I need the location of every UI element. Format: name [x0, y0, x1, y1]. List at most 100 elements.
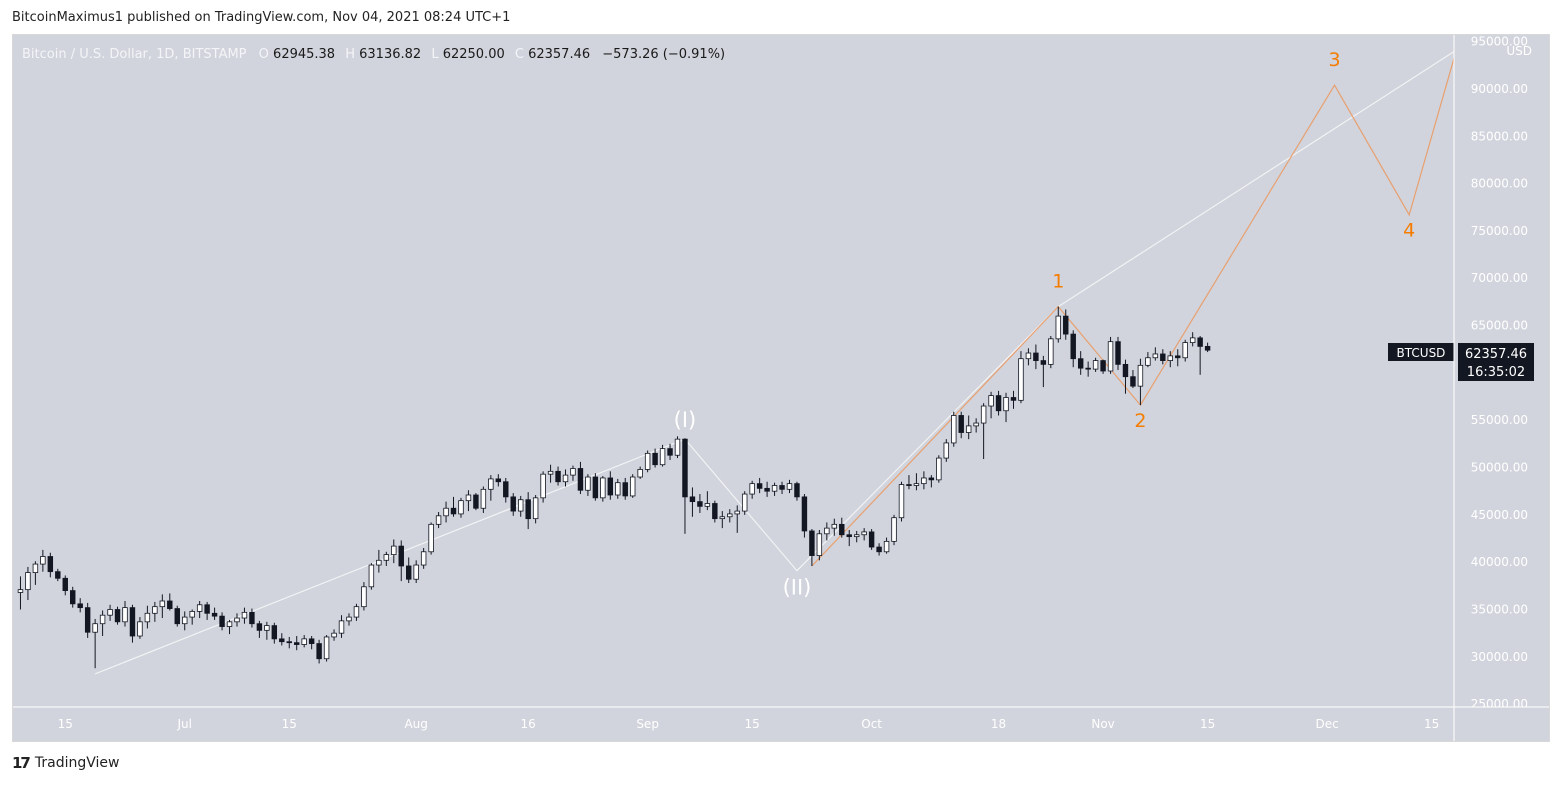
- candle[interactable]: [1122, 359, 1129, 394]
- candle[interactable]: [40, 549, 46, 572]
- candle[interactable]: [480, 486, 487, 513]
- candle[interactable]: [741, 491, 748, 515]
- candle[interactable]: [1175, 349, 1181, 367]
- candle[interactable]: [1100, 359, 1106, 374]
- candle[interactable]: [592, 473, 599, 501]
- candle[interactable]: [853, 530, 860, 543]
- candle[interactable]: [786, 479, 793, 494]
- candle[interactable]: [1204, 342, 1211, 353]
- candle[interactable]: [913, 473, 920, 491]
- candle[interactable]: [241, 607, 248, 624]
- candle[interactable]: [473, 493, 479, 511]
- candle[interactable]: [420, 547, 427, 569]
- candle[interactable]: [174, 605, 180, 627]
- candle[interactable]: [667, 443, 673, 460]
- candle[interactable]: [1197, 335, 1203, 375]
- candle[interactable]: [704, 491, 711, 511]
- candle[interactable]: [1092, 357, 1099, 372]
- candle[interactable]: [1048, 335, 1054, 369]
- candle[interactable]: [682, 438, 688, 534]
- candle[interactable]: [883, 537, 890, 554]
- candle[interactable]: [764, 481, 770, 497]
- candle[interactable]: [323, 635, 330, 662]
- candle[interactable]: [376, 549, 382, 573]
- candle[interactable]: [980, 403, 987, 460]
- candle[interactable]: [189, 609, 195, 625]
- candle[interactable]: [271, 622, 278, 644]
- candle[interactable]: [182, 611, 188, 631]
- candle[interactable]: [779, 481, 785, 495]
- candle[interactable]: [503, 477, 509, 503]
- candle[interactable]: [264, 621, 270, 640]
- candle[interactable]: [398, 540, 404, 582]
- candle[interactable]: [861, 528, 867, 541]
- candle[interactable]: [159, 594, 166, 619]
- tradingview-logo-icon[interactable]: 17: [12, 754, 31, 772]
- candle[interactable]: [719, 511, 726, 529]
- candle[interactable]: [286, 636, 292, 649]
- candle[interactable]: [831, 518, 838, 536]
- candle[interactable]: [129, 604, 136, 643]
- candle[interactable]: [1145, 352, 1151, 368]
- candle[interactable]: [1063, 309, 1069, 340]
- candle[interactable]: [749, 480, 755, 499]
- candle[interactable]: [615, 478, 621, 499]
- candle[interactable]: [1152, 347, 1159, 361]
- candle[interactable]: [338, 615, 345, 638]
- candle[interactable]: [973, 418, 979, 433]
- candle[interactable]: [629, 474, 636, 498]
- candle[interactable]: [846, 530, 852, 547]
- candle[interactable]: [428, 522, 434, 555]
- candle[interactable]: [55, 568, 61, 582]
- candle[interactable]: [114, 606, 121, 625]
- candle[interactable]: [1077, 351, 1084, 375]
- candle[interactable]: [734, 505, 740, 533]
- candle[interactable]: [204, 601, 210, 620]
- candle[interactable]: [1182, 339, 1188, 362]
- candle[interactable]: [756, 477, 763, 494]
- candle[interactable]: [540, 471, 546, 503]
- candle[interactable]: [906, 475, 912, 490]
- candle[interactable]: [1010, 390, 1017, 409]
- wave-line-2[interactable]: [1057, 23, 1499, 308]
- candle[interactable]: [383, 551, 390, 566]
- candle[interactable]: [226, 619, 233, 635]
- candle[interactable]: [622, 477, 628, 500]
- candle[interactable]: [391, 539, 397, 564]
- candle[interactable]: [99, 610, 106, 637]
- candle[interactable]: [346, 613, 352, 626]
- candle[interactable]: [868, 529, 875, 550]
- candle[interactable]: [331, 629, 337, 641]
- candle[interactable]: [697, 494, 703, 513]
- candle[interactable]: [898, 481, 905, 522]
- candle[interactable]: [368, 563, 375, 590]
- candle[interactable]: [279, 633, 285, 646]
- candle[interactable]: [1115, 336, 1121, 371]
- candle[interactable]: [921, 471, 927, 490]
- candle[interactable]: [256, 620, 263, 638]
- candle[interactable]: [25, 566, 31, 601]
- candle[interactable]: [712, 500, 718, 523]
- candle[interactable]: [443, 501, 449, 523]
- candle[interactable]: [1003, 392, 1009, 423]
- candle[interactable]: [70, 586, 76, 608]
- candle[interactable]: [727, 509, 733, 523]
- candle[interactable]: [316, 639, 322, 664]
- candle[interactable]: [167, 593, 173, 611]
- candle[interactable]: [995, 390, 1002, 416]
- candle[interactable]: [1107, 336, 1114, 374]
- candle[interactable]: [450, 496, 457, 517]
- candle[interactable]: [144, 605, 151, 629]
- candle[interactable]: [951, 411, 957, 447]
- candle[interactable]: [801, 494, 808, 538]
- candle[interactable]: [1025, 348, 1032, 366]
- candle[interactable]: [525, 492, 531, 530]
- candle[interactable]: [1160, 349, 1166, 365]
- candle[interactable]: [62, 575, 68, 596]
- candle[interactable]: [219, 612, 225, 631]
- candle[interactable]: [637, 466, 643, 479]
- candle[interactable]: [607, 471, 614, 500]
- candle[interactable]: [928, 475, 935, 488]
- candle[interactable]: [1018, 351, 1024, 404]
- wave-line-3[interactable]: [811, 32, 1462, 567]
